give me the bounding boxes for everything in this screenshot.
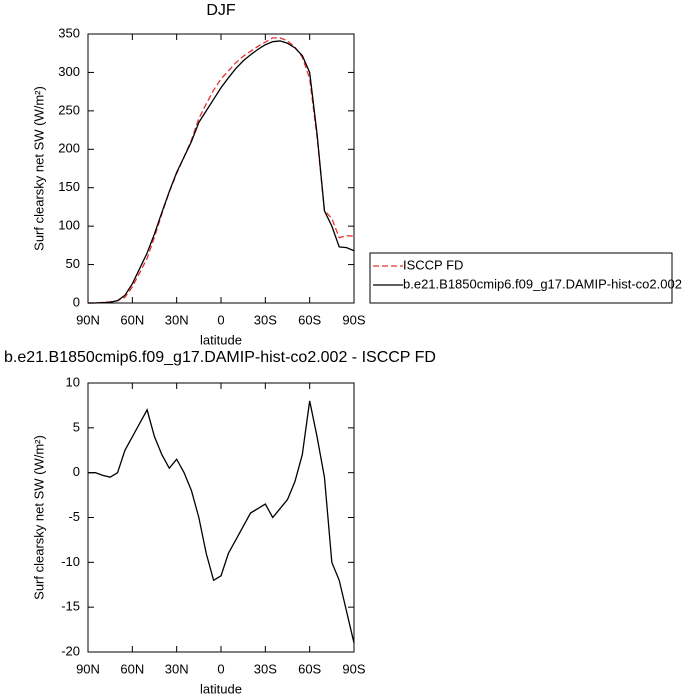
x-tick-label: 90N: [76, 661, 100, 676]
x-tick-label: 90S: [342, 661, 365, 676]
x-tick-label: 0: [217, 661, 224, 676]
x-tick-label: 90N: [76, 312, 100, 327]
x-tick-label: 30S: [254, 661, 277, 676]
y-tick-label: 100: [58, 218, 80, 233]
y-tick-label: 300: [58, 64, 80, 79]
y-tick-label: -15: [61, 599, 80, 614]
plot-frame: [87, 33, 355, 304]
x-tick-label: 60S: [298, 661, 321, 676]
y-tick-label: -20: [61, 643, 80, 658]
chart-title: b.e21.B1850cmip6.f09_g17.DAMIP-hist-co2.…: [4, 349, 436, 366]
x-axis-label: latitude: [200, 681, 242, 696]
y-tick-label: 10: [66, 374, 80, 389]
x-axis-label: latitude: [200, 332, 242, 347]
y-tick-label: 0: [73, 464, 80, 479]
x-tick-label: 90S: [342, 312, 365, 327]
y-axis-label: Surf clearsky net SW (W/m²): [31, 435, 46, 600]
y-tick-label: 0: [73, 294, 80, 309]
y-tick-label: -5: [68, 509, 80, 524]
chart-title: DJF: [206, 2, 236, 19]
y-tick-label: 250: [58, 102, 80, 117]
x-tick-label: 30S: [254, 312, 277, 327]
series-line: [88, 400, 355, 644]
x-tick-label: 0: [217, 312, 224, 327]
x-tick-label: 60N: [120, 312, 144, 327]
legend-label: b.e21.B1850cmip6.f09_g17.DAMIP-hist-co2.…: [403, 276, 682, 291]
legend-box: [369, 252, 673, 304]
y-tick-label: 5: [73, 419, 80, 434]
y-tick-label: 200: [58, 141, 80, 156]
x-tick-label: 30N: [165, 312, 189, 327]
y-axis-label: Surf clearsky net SW (W/m²): [31, 86, 46, 251]
y-tick-label: 50: [66, 256, 80, 271]
y-tick-label: 350: [58, 25, 80, 40]
y-tick-label: 150: [58, 179, 80, 194]
legend-label: ISCCP FD: [403, 257, 463, 272]
series-line: [88, 40, 355, 304]
x-tick-label: 30N: [165, 661, 189, 676]
y-tick-label: -10: [61, 554, 80, 569]
series-line: [88, 37, 355, 304]
x-tick-label: 60N: [120, 661, 144, 676]
x-tick-label: 60S: [298, 312, 321, 327]
